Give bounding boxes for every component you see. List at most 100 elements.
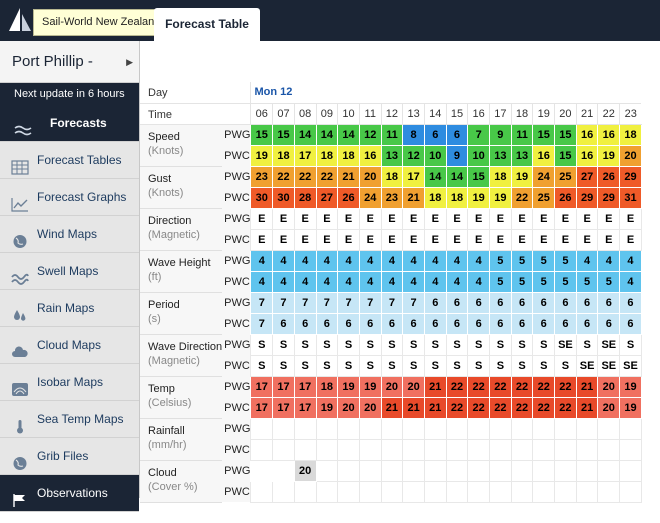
forecast-cell: S (272, 354, 295, 377)
sidebar-item-label: Observations (37, 486, 108, 500)
forecast-cell: S (315, 354, 339, 377)
forecast-cell: 31 (619, 186, 642, 209)
forecast-cell: 15 (554, 123, 577, 146)
forecast-cell (358, 417, 382, 440)
forecast-cell: E (293, 228, 317, 251)
forecast-cell: 6 (619, 312, 642, 335)
forecast-cell: S (250, 333, 274, 356)
forecast-cell (532, 417, 556, 440)
forecast-cell (272, 459, 295, 482)
table-icon (11, 153, 29, 175)
forecast-cell: 22 (293, 165, 317, 188)
forecast-cell: 10 (467, 144, 491, 167)
forecast-cell (337, 459, 360, 482)
globe-icon (11, 227, 29, 248)
forecast-cell: S (315, 333, 339, 356)
forecast-cell (532, 438, 556, 461)
forecast-cell: E (445, 228, 469, 251)
forecast-cell (445, 438, 469, 461)
forecast-cell: S (619, 333, 642, 356)
forecast-cell: 18 (315, 144, 339, 167)
forecast-cell: 22 (554, 375, 577, 398)
sidebar-item-forecast-tables[interactable]: Forecast Tables (0, 142, 139, 179)
forecast-cell: E (489, 207, 512, 230)
model-label: PWG (222, 376, 251, 397)
model-label: PWG (222, 460, 251, 481)
forecast-cell: SE (619, 354, 642, 377)
sidebar-item-label: Forecasts (50, 116, 107, 130)
forecast-cell: E (423, 228, 447, 251)
sidebar-item-forecast-graphs[interactable]: Forecast Graphs (0, 179, 139, 216)
forecast-cell: 21 (575, 396, 599, 419)
forecast-cell (510, 480, 534, 503)
forecast-cell: 15 (554, 144, 577, 167)
forecast-cell: E (337, 207, 360, 230)
forecast-cell: 16 (575, 123, 599, 146)
forecast-cell: 4 (272, 270, 295, 293)
forecast-cell: S (423, 354, 447, 377)
forecast-cell (250, 480, 274, 503)
sidebar-item-label: Grib Files (37, 449, 89, 463)
sidebar-item-sea-temp-maps[interactable]: Sea Temp Maps (0, 401, 139, 438)
forecast-cell: E (250, 228, 274, 251)
sidebar-item-forecasts[interactable]: Forecasts (0, 105, 139, 142)
sidebar-item-cloud-maps[interactable]: Cloud Maps (0, 327, 139, 364)
sidebar-item-rain-maps[interactable]: Rain Maps (0, 290, 139, 327)
forecast-cell: 13 (510, 144, 534, 167)
row-label-unit: (Knots) (148, 144, 184, 157)
forecast-cell: 19 (250, 144, 274, 167)
location-selector[interactable]: Port Phillip - ▶ (0, 41, 139, 83)
model-label: PWG (222, 418, 251, 439)
forecast-cell: E (510, 228, 534, 251)
forecast-cell: 12 (402, 144, 425, 167)
forecast-cell: 22 (445, 396, 469, 419)
forecast-cell: 19 (467, 186, 491, 209)
forecast-cell: 16 (575, 144, 599, 167)
logo-icon (9, 8, 31, 31)
table-row: PWC S S S S S S S S S S S S S S S SE SE SE (140, 354, 642, 377)
forecast-cell (510, 438, 534, 461)
forecast-cell: 18 (489, 165, 512, 188)
forecast-cell: 18 (272, 144, 295, 167)
sidebar-item-swell-maps[interactable]: Swell Maps (0, 253, 139, 290)
forecast-cell (423, 480, 447, 503)
forecast-cell (358, 459, 382, 482)
sidebar-item-grib-files[interactable]: Grib Files (0, 438, 139, 475)
isobar-icon (11, 375, 29, 396)
forecast-cell: 14 (445, 165, 469, 188)
hour-cell: 17 (489, 103, 512, 125)
forecast-cell: 17 (250, 375, 274, 398)
forecast-cell: 21 (337, 165, 360, 188)
forecast-cell: 4 (402, 249, 425, 272)
sidebar-item-isobar-maps[interactable]: Isobar Maps (0, 364, 139, 401)
next-update-status: Next update in 6 hours (0, 83, 139, 105)
forecast-cell: E (315, 228, 339, 251)
forecast-cell: 20 (358, 396, 382, 419)
hour-cell: 14 (423, 103, 447, 125)
tab-forecast-table[interactable]: Forecast Table (154, 8, 260, 42)
forecast-cell: 4 (337, 249, 360, 272)
forecast-cell: 25 (554, 165, 577, 188)
forecast-cell: E (597, 207, 621, 230)
model-label: PWG (222, 292, 251, 313)
row-label-unit: (s) (148, 312, 161, 325)
sidebar-item-wind-maps[interactable]: Wind Maps (0, 216, 139, 253)
forecast-cell: 4 (293, 270, 317, 293)
forecast-cell (423, 417, 447, 440)
graph-icon (11, 190, 29, 212)
forecast-cell (597, 417, 621, 440)
model-label: PWC (222, 481, 251, 502)
row-label-name: Speed (148, 130, 180, 143)
row-label: Temp (Celsius) (140, 376, 223, 419)
forecast-cell: 29 (597, 186, 621, 209)
forecast-cell: 16 (597, 123, 621, 146)
row-label-name: Direction (148, 214, 192, 227)
model-label: PWG (222, 166, 251, 187)
table-row: Period (s) PWG 7 7 7 7 7 7 7 7 6 6 6 6 6 6 6 6 6 6 (140, 291, 642, 335)
hour-cell: 13 (402, 103, 425, 125)
forecast-cell: 6 (532, 312, 556, 335)
forecast-cell: S (337, 354, 360, 377)
forecast-cell: E (467, 207, 491, 230)
sidebar-item-observations[interactable]: Observations (0, 475, 139, 512)
forecast-cell: 15 (250, 123, 274, 146)
